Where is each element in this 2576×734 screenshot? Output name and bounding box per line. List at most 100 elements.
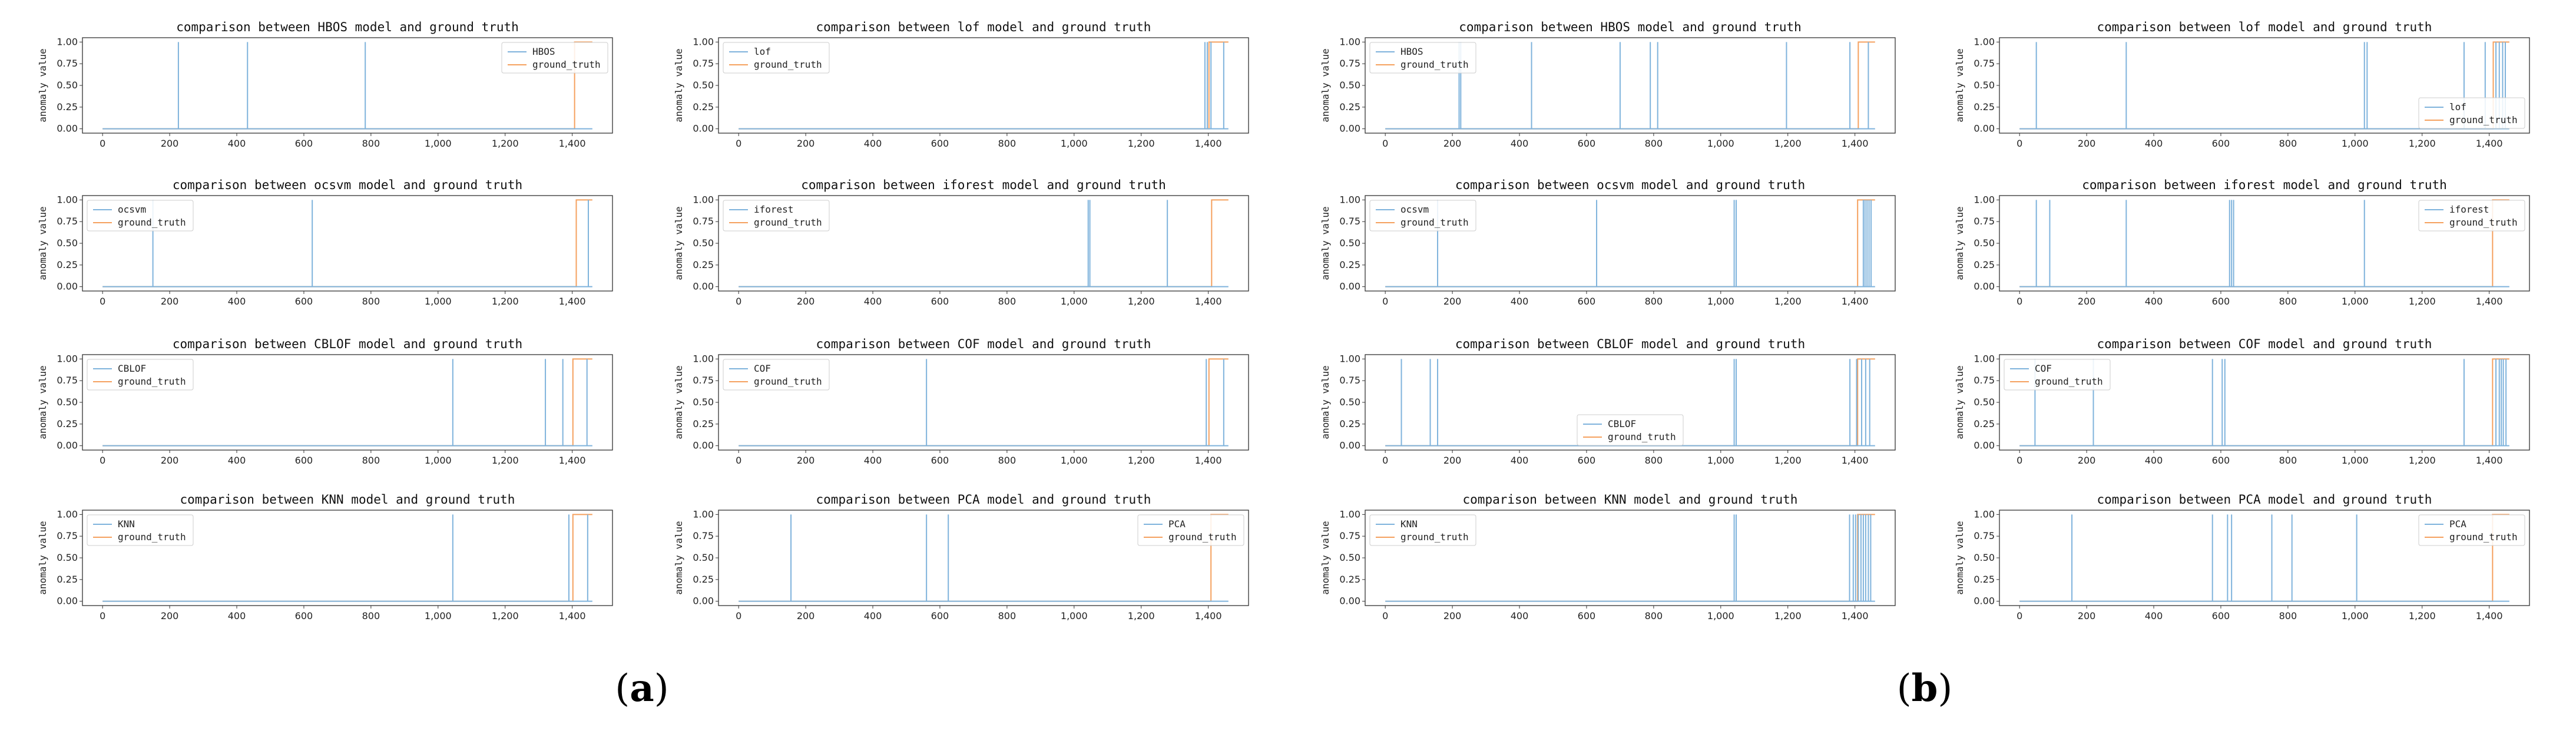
chart-a-8-ytick-label: 0.75 bbox=[693, 530, 714, 541]
chart-a-5-ytick-label: 1.00 bbox=[57, 353, 78, 364]
chart-a-5-xtick-label: 400 bbox=[228, 455, 246, 466]
chart-b-8-xtick-label: 0 bbox=[2017, 610, 2022, 621]
chart-a-5-xtick-label: 600 bbox=[295, 455, 313, 466]
chart-a-5-ytick-label: 0.50 bbox=[57, 396, 78, 408]
chart-b-1-legend-box bbox=[1369, 42, 1476, 74]
chart-a-3-xtick-label: 1,200 bbox=[492, 296, 519, 307]
chart-a-4-ytick-label: 1.00 bbox=[693, 194, 714, 205]
chart-b-8-xtick-label: 400 bbox=[2145, 610, 2163, 621]
chart-b-5-xtick-label: 200 bbox=[1443, 455, 1462, 466]
chart-b-7: comparison between KNN model and ground … bbox=[1320, 492, 1896, 621]
chart-b-3-ytick-label: 1.00 bbox=[1339, 194, 1360, 205]
chart-b-3-xtick-label: 1,200 bbox=[1774, 296, 1802, 307]
chart-b-8: comparison between PCA model and ground … bbox=[1954, 492, 2530, 621]
chart-a-4-legend-label: iforest bbox=[754, 204, 793, 215]
chart-a-4-xtick-label: 0 bbox=[736, 296, 741, 307]
chart-a-1-xtick-label: 1,000 bbox=[425, 138, 452, 149]
chart-b-5-xtick-label: 400 bbox=[1511, 455, 1529, 466]
chart-b-1-xtick-label: 1,400 bbox=[1842, 138, 1869, 149]
chart-b-4-xtick-label: 800 bbox=[2279, 296, 2297, 307]
chart-a-7-xtick-label: 200 bbox=[161, 610, 179, 621]
chart-a-3-xtick-label: 1,000 bbox=[425, 296, 452, 307]
chart-b-3-ytick-label: 0.00 bbox=[1339, 281, 1360, 292]
chart-b-4-xtick-label: 1,400 bbox=[2476, 296, 2503, 307]
chart-a-2-title: comparison between lof model and ground … bbox=[816, 20, 1151, 34]
chart-b-5-xtick-label: 0 bbox=[1382, 455, 1388, 466]
chart-b-5-xtick-label: 1,200 bbox=[1774, 455, 1802, 466]
chart-a-2-legend-label: lof bbox=[754, 46, 771, 57]
chart-b-7-legend-label: KNN bbox=[1400, 518, 1418, 530]
chart-b-8-legend-label: PCA bbox=[2449, 518, 2466, 530]
chart-a-8-xtick-label: 400 bbox=[864, 610, 882, 621]
chart-b-7-xtick-label: 0 bbox=[1382, 610, 1388, 621]
chart-b-1-xtick-label: 200 bbox=[1443, 138, 1462, 149]
chart-a-1-title: comparison between HBOS model and ground… bbox=[176, 20, 519, 34]
chart-b-7-xtick-label: 1,200 bbox=[1774, 610, 1802, 621]
chart-b-4-ytick-label: 0.50 bbox=[1974, 237, 1995, 249]
chart-a-5-ytick-label: 0.00 bbox=[57, 440, 78, 451]
chart-a-5-xtick-label: 1,400 bbox=[559, 455, 586, 466]
chart-b-3-xtick-label: 1,000 bbox=[1707, 296, 1734, 307]
chart-a-1-legend-label: HBOS bbox=[532, 46, 555, 57]
chart-b-7-y-axis-label: anomaly value bbox=[1320, 521, 1331, 594]
chart-b-3-xtick-label: 400 bbox=[1511, 296, 1529, 307]
chart-b-4: comparison between iforest model and gro… bbox=[1954, 178, 2530, 307]
chart-a-1-ytick-label: 0.25 bbox=[57, 101, 78, 113]
chart-b-4-xtick-label: 1,000 bbox=[2342, 296, 2369, 307]
chart-a-3-y-axis-label: anomaly value bbox=[37, 206, 48, 280]
chart-b-1: comparison between HBOS model and ground… bbox=[1320, 20, 1896, 149]
chart-b-1-ytick-label: 0.50 bbox=[1339, 80, 1360, 91]
chart-b-3-xtick-label: 1,400 bbox=[1842, 296, 1869, 307]
chart-a-2-xtick-label: 0 bbox=[736, 138, 741, 149]
chart-b-1-xtick-label: 600 bbox=[1578, 138, 1596, 149]
chart-b-7-xtick-label: 400 bbox=[1511, 610, 1529, 621]
chart-b-3-ytick-label: 0.75 bbox=[1339, 216, 1360, 227]
chart-b-7-ytick-label: 0.75 bbox=[1339, 530, 1360, 541]
chart-b-2-ytick-label: 1.00 bbox=[1974, 36, 1995, 47]
chart-a-6-ytick-label: 0.25 bbox=[693, 418, 714, 429]
chart-b-4-xtick-label: 0 bbox=[2017, 296, 2022, 307]
chart-b-1-xtick-label: 1,200 bbox=[1774, 138, 1802, 149]
chart-b-2-xtick-label: 200 bbox=[2078, 138, 2096, 149]
chart-a-2: comparison between lof model and ground … bbox=[673, 20, 1249, 149]
chart-a-1-legend-label: ground_truth bbox=[532, 59, 601, 70]
chart-b-7-legend-label: ground_truth bbox=[1400, 531, 1469, 543]
chart-a-4-legend-box bbox=[723, 200, 830, 232]
chart-b-5-xtick-label: 800 bbox=[1645, 455, 1663, 466]
chart-a-4-y-axis-label: anomaly value bbox=[673, 206, 684, 280]
chart-b-6-xtick-label: 600 bbox=[2212, 455, 2230, 466]
chart-b-2-xtick-label: 600 bbox=[2212, 138, 2230, 149]
chart-b-8-xtick-label: 200 bbox=[2078, 610, 2096, 621]
chart-b-5-legend: CBLOF ground_truth bbox=[1577, 414, 1684, 446]
chart-a-6-ytick-label: 0.75 bbox=[693, 375, 714, 386]
chart-b-6-xtick-label: 1,400 bbox=[2476, 455, 2503, 466]
chart-b-4-title: comparison between iforest model and gro… bbox=[2082, 178, 2447, 192]
chart-b-1-legend-label: HBOS bbox=[1400, 46, 1423, 57]
chart-a-8-ytick-label: 1.00 bbox=[693, 508, 714, 520]
chart-b-3-ytick-label: 0.25 bbox=[1339, 259, 1360, 270]
chart-b-3-legend: ocsvm ground_truth bbox=[1369, 200, 1476, 232]
chart-b-7-xtick-label: 1,400 bbox=[1842, 610, 1869, 621]
chart-a-4-legend-label: ground_truth bbox=[754, 217, 822, 228]
chart-b-7-ytick-label: 0.25 bbox=[1339, 574, 1360, 585]
chart-a-8-xtick-label: 800 bbox=[998, 610, 1017, 621]
chart-b-2-legend-box bbox=[2418, 97, 2525, 129]
chart-a-7-ytick-label: 0.00 bbox=[57, 596, 78, 607]
chart-a-3-ytick-label: 0.25 bbox=[57, 259, 78, 270]
chart-b-6-xtick-label: 400 bbox=[2145, 455, 2163, 466]
chart-b-6-legend: COF ground_truth bbox=[2004, 359, 2111, 391]
chart-b-4-ytick-label: 0.25 bbox=[1974, 259, 1995, 270]
chart-b-3-xtick-label: 600 bbox=[1578, 296, 1596, 307]
chart-a-8-ytick-label: 0.50 bbox=[693, 552, 714, 563]
chart-b-6-ytick-label: 0.75 bbox=[1974, 375, 1995, 386]
chart-b-2-legend-label: lof bbox=[2449, 101, 2466, 113]
chart-b-7-ytick-label: 1.00 bbox=[1339, 508, 1360, 520]
chart-b-6-title: comparison between COF model and ground … bbox=[2097, 337, 2432, 351]
chart-b-6-ytick-label: 1.00 bbox=[1974, 353, 1995, 364]
chart-a-3-legend: ocsvm ground_truth bbox=[87, 200, 194, 232]
chart-a-8-xtick-label: 600 bbox=[931, 610, 949, 621]
chart-a-7-ytick-label: 0.50 bbox=[57, 552, 78, 563]
chart-b-2-xtick-label: 800 bbox=[2279, 138, 2297, 149]
chart-b-6-xtick-label: 800 bbox=[2279, 455, 2297, 466]
